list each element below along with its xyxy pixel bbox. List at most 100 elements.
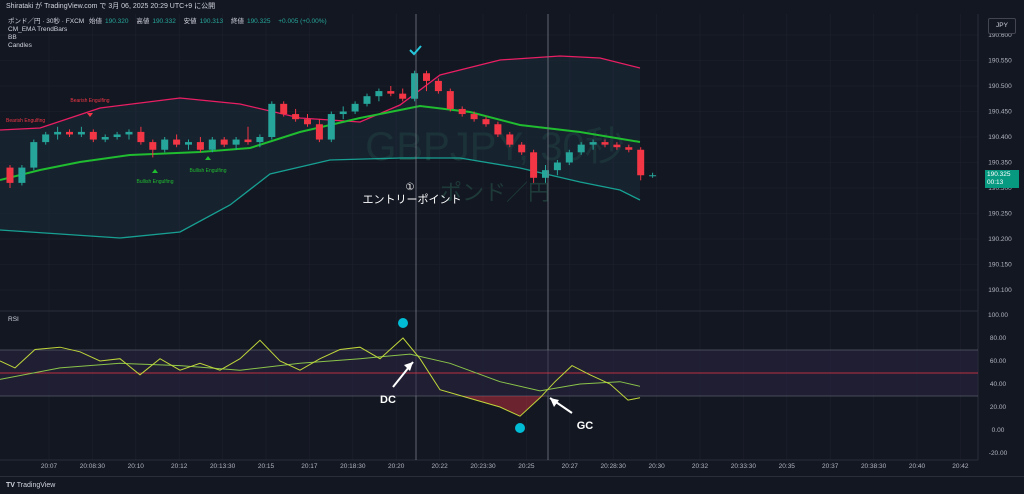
gc-arrowhead-icon: [550, 398, 559, 407]
last-price-countdown: 00:13: [987, 179, 1004, 186]
candle[interactable]: [446, 91, 454, 109]
candle[interactable]: [470, 114, 478, 120]
candle[interactable]: [30, 142, 38, 168]
candle[interactable]: [220, 139, 228, 145]
bullish-engulfing-label: Bullish Engulfing: [137, 179, 174, 185]
time-tick: 20:20: [388, 463, 405, 470]
candle[interactable]: [125, 131, 133, 135]
gc-label: GC: [577, 420, 594, 432]
candle[interactable]: [458, 108, 466, 115]
candle[interactable]: [530, 152, 538, 178]
legend-change: +0.005 (+0.00%): [278, 18, 327, 25]
candle[interactable]: [601, 142, 609, 145]
rsi-tick: 80.00: [990, 335, 1007, 342]
candle[interactable]: [149, 142, 157, 150]
candle[interactable]: [649, 175, 657, 177]
candle[interactable]: [327, 114, 335, 140]
footer-bar: TV TradingView: [0, 476, 1024, 493]
candle[interactable]: [363, 96, 371, 104]
candle[interactable]: [351, 103, 359, 112]
time-tick: 20:22: [431, 463, 448, 470]
candle[interactable]: [89, 131, 97, 140]
bullish-arrow-icon-2: [205, 156, 211, 160]
rsi-pane-label[interactable]: RSI: [8, 316, 19, 323]
candle[interactable]: [185, 142, 192, 145]
time-tick: 20:33:30: [731, 463, 757, 470]
candle[interactable]: [280, 103, 288, 115]
candle[interactable]: [77, 131, 85, 135]
legend-indicator-bb[interactable]: BB: [8, 34, 17, 41]
candle[interactable]: [637, 149, 645, 176]
legend-symbol[interactable]: ポンド／円 · 30秒 · FXCM: [8, 18, 85, 25]
bb-lower-line[interactable]: [0, 157, 641, 239]
candle[interactable]: [196, 142, 204, 150]
rsi-line[interactable]: [0, 337, 641, 417]
candle[interactable]: [589, 142, 597, 145]
candles[interactable]: [6, 70, 657, 188]
price-tick: 190.550: [988, 58, 1012, 65]
time-tick: 20:08:30: [80, 463, 106, 470]
ema-line[interactable]: [0, 104, 641, 181]
candle[interactable]: [268, 103, 276, 137]
candle[interactable]: [232, 139, 240, 145]
candle[interactable]: [565, 152, 573, 163]
candle[interactable]: [292, 114, 300, 120]
candle[interactable]: [387, 91, 395, 94]
legend-indicator-ema[interactable]: CM_EMA TrendBars: [8, 26, 68, 33]
candle[interactable]: [411, 73, 419, 99]
candle[interactable]: [66, 131, 73, 135]
time-tick: 20:37: [822, 463, 839, 470]
entry-number: ①: [406, 182, 415, 193]
candle[interactable]: [173, 139, 181, 145]
candle[interactable]: [18, 167, 26, 183]
candle[interactable]: [161, 139, 169, 150]
candle[interactable]: [399, 93, 407, 99]
chart-canvas[interactable]: GBPJPY, 30秒 ポンド／円 Bearish Engulfing Bear…: [0, 0, 1024, 476]
rsi-tick: -20.00: [989, 450, 1008, 457]
candle[interactable]: [113, 134, 121, 137]
candle[interactable]: [304, 119, 311, 125]
candle[interactable]: [613, 144, 621, 148]
candle[interactable]: [434, 80, 442, 92]
candle[interactable]: [375, 91, 383, 97]
bullish-arrow-icon: [152, 169, 158, 173]
time-tick: 20:17: [301, 463, 318, 470]
last-price-tag: 190.325 00:13: [985, 170, 1019, 188]
time-tick: 20:18:30: [340, 463, 366, 470]
rsi-axis[interactable]: 100.00 80.00 60.00 40.00 20.00 0.00 -20.00: [988, 312, 1008, 457]
candle[interactable]: [577, 144, 585, 153]
candle[interactable]: [518, 144, 526, 153]
currency-badge[interactable]: JPY: [988, 18, 1016, 34]
candle[interactable]: [553, 162, 561, 171]
footer-brand: TradingView: [16, 482, 56, 489]
candle[interactable]: [423, 73, 430, 81]
candle[interactable]: [625, 147, 633, 150]
time-axis[interactable]: 20:07 20:08:30 20:10 20:12 20:13:30 20:15 20:1…: [41, 463, 969, 470]
candle[interactable]: [339, 111, 347, 115]
time-tick: 20:28:30: [601, 463, 627, 470]
legend-indicator-candles[interactable]: Candles: [8, 42, 32, 49]
candle[interactable]: [101, 137, 109, 140]
price-axis[interactable]: 190.600 190.550 190.500 190.450 190.400 190.3…: [988, 32, 1012, 294]
candle[interactable]: [42, 134, 50, 143]
candle[interactable]: [494, 124, 502, 135]
candle[interactable]: [54, 131, 62, 135]
rsi-tick: 0.00: [992, 427, 1005, 434]
candle[interactable]: [315, 124, 323, 140]
chart-legend: ポンド／円 · 30秒 · FXCM 始値 190.320 高値 190.332 安…: [8, 18, 330, 50]
candle[interactable]: [6, 167, 14, 183]
candle[interactable]: [506, 134, 514, 145]
candle[interactable]: [208, 139, 216, 150]
time-tick: 20:07: [41, 463, 58, 470]
time-tick: 20:40: [909, 463, 926, 470]
bb-upper-line[interactable]: [0, 55, 641, 131]
rsi-ma-line[interactable]: [0, 353, 641, 392]
candle[interactable]: [256, 137, 264, 143]
candle[interactable]: [542, 170, 549, 178]
candle[interactable]: [482, 119, 490, 125]
candle[interactable]: [137, 131, 145, 143]
candle[interactable]: [244, 139, 252, 143]
time-tick: 20:13:30: [210, 463, 236, 470]
price-tick: 190.100: [988, 287, 1012, 294]
legend-close: 終値 190.325: [230, 18, 271, 25]
